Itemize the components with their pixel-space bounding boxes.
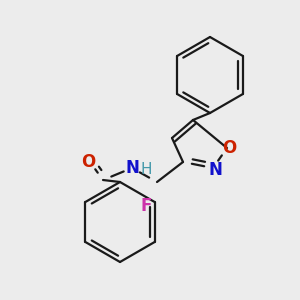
Text: H: H xyxy=(140,163,152,178)
Text: N: N xyxy=(208,161,222,179)
Text: O: O xyxy=(222,139,236,157)
Text: N: N xyxy=(125,159,139,177)
Text: O: O xyxy=(81,153,95,171)
Text: F: F xyxy=(141,197,152,215)
